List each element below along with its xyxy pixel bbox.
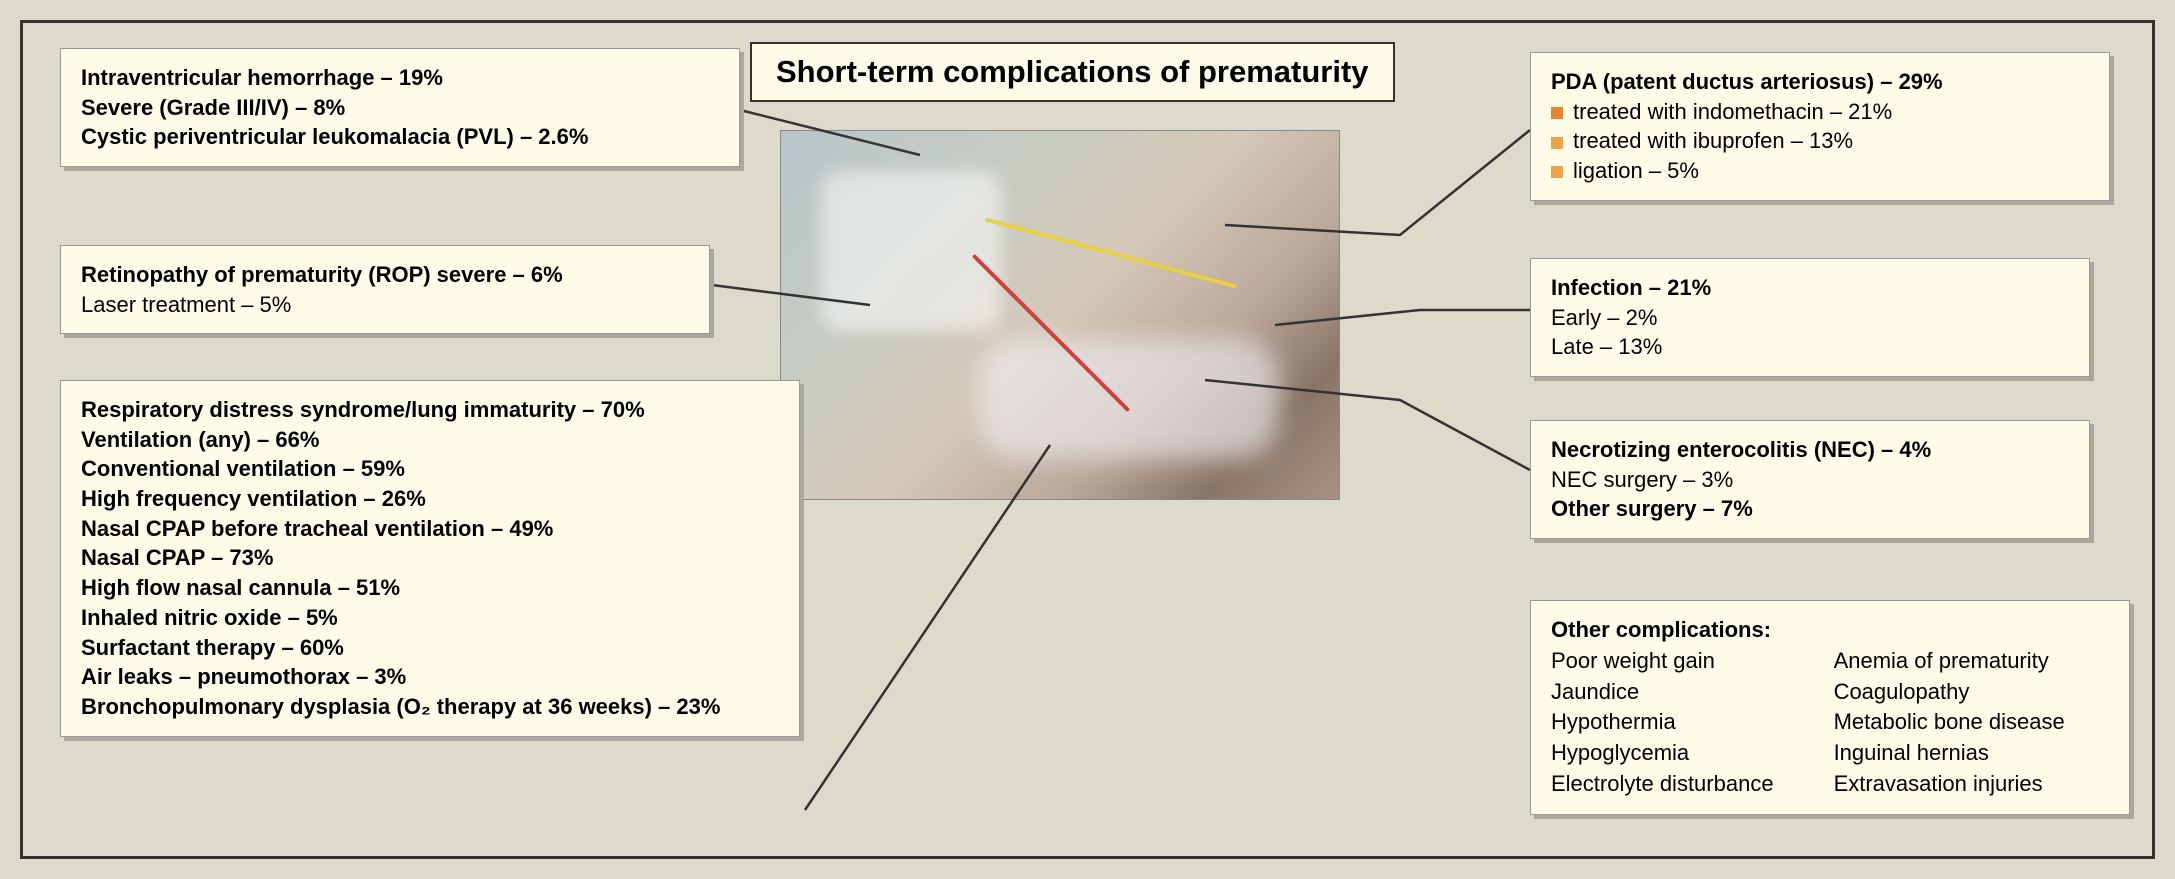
other-item: Jaundice: [1551, 677, 1774, 708]
callout-row: Bronchopulmonary dysplasia (O₂ therapy a…: [81, 692, 779, 722]
callout-text: Cystic periventricular leukomalacia (PVL…: [81, 124, 588, 149]
other-item: Anemia of prematurity: [1834, 646, 2065, 677]
bullet-icon: [1551, 166, 1563, 178]
callout-infection: Infection – 21% Early – 2% Late – 13%: [1530, 258, 2090, 377]
callout-resp: Respiratory distress syndrome/lung immat…: [60, 380, 800, 737]
callout-row: Inhaled nitric oxide – 5%: [81, 603, 779, 633]
callout-row: treated with indomethacin – 21%: [1551, 97, 2089, 127]
callout-text: Retinopathy of prematurity (ROP) severe …: [81, 262, 563, 287]
callout-row: NEC surgery – 3%: [1551, 465, 2069, 495]
callout-text: Laser treatment – 5%: [81, 292, 291, 317]
callout-row: Severe (Grade III/IV) – 8%: [81, 93, 719, 123]
callout-text: treated with indomethacin – 21%: [1573, 99, 1892, 124]
callout-row: PDA (patent ductus arteriosus) – 29%: [1551, 67, 2089, 97]
other-item: Extravasation injuries: [1834, 769, 2065, 800]
callout-text: NEC surgery – 3%: [1551, 467, 1733, 492]
other-item: Poor weight gain: [1551, 646, 1774, 677]
callout-rop: Retinopathy of prematurity (ROP) severe …: [60, 245, 710, 334]
callout-row: Respiratory distress syndrome/lung immat…: [81, 395, 779, 425]
callout-text: Severe (Grade III/IV) – 8%: [81, 95, 345, 120]
callout-row: High frequency ventilation – 26%: [81, 484, 779, 514]
callout-text: High frequency ventilation – 26%: [81, 486, 426, 511]
callout-row: Nasal CPAP before tracheal ventilation –…: [81, 514, 779, 544]
callout-row: High flow nasal cannula – 51%: [81, 573, 779, 603]
infant-photo-placeholder: [780, 130, 1340, 500]
callout-row: Nasal CPAP – 73%: [81, 543, 779, 573]
callout-row: treated with ibuprofen – 13%: [1551, 126, 2089, 156]
callout-text: Intraventricular hemorrhage – 19%: [81, 65, 443, 90]
callout-row: Ventilation (any) – 66%: [81, 425, 779, 455]
callout-row: Conventional ventilation – 59%: [81, 454, 779, 484]
callout-text: treated with ibuprofen – 13%: [1573, 128, 1853, 153]
other-item: Electrolyte disturbance: [1551, 769, 1774, 800]
other-col-2: Anemia of prematurityCoagulopathyMetabol…: [1834, 646, 2065, 800]
callout-text: Ventilation (any) – 66%: [81, 427, 319, 452]
callout-text: Other surgery – 7%: [1551, 496, 1753, 521]
callout-row: Early – 2%: [1551, 303, 2069, 333]
callout-text: Nasal CPAP before tracheal ventilation –…: [81, 516, 553, 541]
callout-text: Nasal CPAP – 73%: [81, 545, 273, 570]
bullet-icon: [1551, 107, 1563, 119]
callout-text: High flow nasal cannula – 51%: [81, 575, 400, 600]
callout-text: Early – 2%: [1551, 305, 1657, 330]
callout-ivh: Intraventricular hemorrhage – 19% Severe …: [60, 48, 740, 167]
callout-row: Cystic periventricular leukomalacia (PVL…: [81, 122, 719, 152]
callout-row: Necrotizing enterocolitis (NEC) – 4%: [1551, 435, 2069, 465]
callout-text: PDA (patent ductus arteriosus) – 29%: [1551, 69, 1943, 94]
callout-other-complications: Other complications: Poor weight gainJau…: [1530, 600, 2130, 815]
callout-row: Laser treatment – 5%: [81, 290, 689, 320]
bullet-icon: [1551, 137, 1563, 149]
callout-text: Inhaled nitric oxide – 5%: [81, 605, 338, 630]
callout-row: Other surgery – 7%: [1551, 494, 2069, 524]
callout-row: Retinopathy of prematurity (ROP) severe …: [81, 260, 689, 290]
callout-nec: Necrotizing enterocolitis (NEC) – 4% NEC …: [1530, 420, 2090, 539]
other-item: Hypoglycemia: [1551, 738, 1774, 769]
callout-text: Air leaks – pneumothorax – 3%: [81, 664, 406, 689]
callout-row: Surfactant therapy – 60%: [81, 633, 779, 663]
callout-text: Bronchopulmonary dysplasia (O₂ therapy a…: [81, 694, 720, 719]
other-item: Inguinal hernias: [1834, 738, 2065, 769]
other-col-1: Poor weight gainJaundiceHypothermiaHypog…: [1551, 646, 1774, 800]
other-item: Coagulopathy: [1834, 677, 2065, 708]
callout-text: Late – 13%: [1551, 334, 1662, 359]
other-heading: Other complications:: [1551, 615, 2109, 646]
other-item: Metabolic bone disease: [1834, 707, 2065, 738]
callout-text: Respiratory distress syndrome/lung immat…: [81, 397, 645, 422]
callout-row: ligation – 5%: [1551, 156, 2089, 186]
callout-row: Air leaks – pneumothorax – 3%: [81, 662, 779, 692]
callout-text: ligation – 5%: [1573, 158, 1699, 183]
callout-row: Infection – 21%: [1551, 273, 2069, 303]
callout-pda: PDA (patent ductus arteriosus) – 29% trea…: [1530, 52, 2110, 201]
callout-row: Intraventricular hemorrhage – 19%: [81, 63, 719, 93]
callout-text: Necrotizing enterocolitis (NEC) – 4%: [1551, 437, 1931, 462]
callout-text: Conventional ventilation – 59%: [81, 456, 405, 481]
callout-text: Surfactant therapy – 60%: [81, 635, 344, 660]
other-item: Hypothermia: [1551, 707, 1774, 738]
callout-text: Infection – 21%: [1551, 275, 1711, 300]
callout-row: Late – 13%: [1551, 332, 2069, 362]
diagram-title: Short-term complications of prematurity: [750, 42, 1395, 102]
